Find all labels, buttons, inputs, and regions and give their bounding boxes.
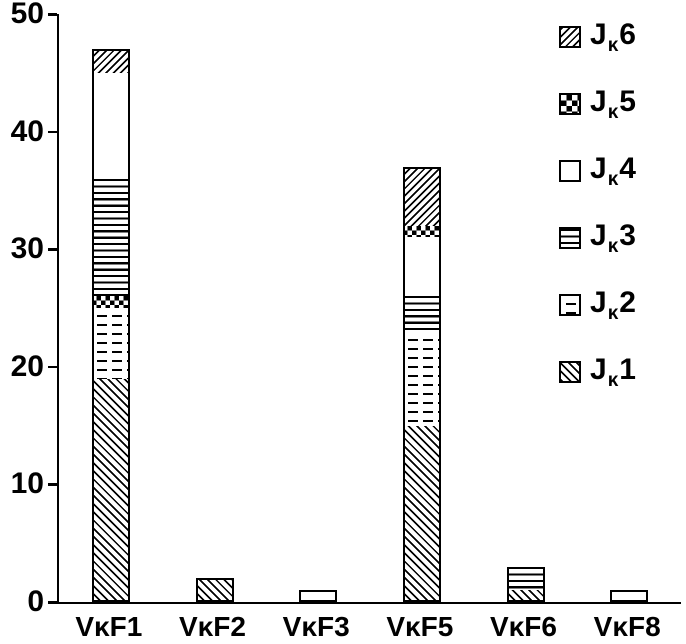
legend-item: Jκ1 <box>559 353 636 392</box>
legend-swatch <box>559 294 581 316</box>
bar <box>402 166 441 602</box>
y-axis-label: 40 <box>10 114 44 148</box>
bar <box>506 566 545 602</box>
bar-segment <box>506 590 545 602</box>
bar <box>91 49 130 602</box>
x-axis-label: VκF3 <box>282 611 350 642</box>
y-tick <box>48 130 57 134</box>
x-axis-label: VκF5 <box>386 611 454 642</box>
x-axis-label: VκF6 <box>490 611 557 642</box>
legend-swatch <box>559 26 581 48</box>
bar-segment <box>91 49 130 73</box>
y-tick <box>48 248 57 251</box>
bar-segment <box>506 566 545 591</box>
bar-segment <box>91 72 130 179</box>
bar-segment <box>195 578 234 602</box>
bar-segment <box>91 178 130 297</box>
bar-segment <box>402 225 441 238</box>
bar-segment <box>402 425 441 602</box>
bar-segment <box>91 378 130 602</box>
bar-segment <box>402 166 441 226</box>
y-axis-label: 0 <box>27 585 44 618</box>
y-axis-label: 30 <box>10 232 44 266</box>
bar-segment <box>402 237 441 297</box>
legend-item-label: Jκ2 <box>590 286 636 325</box>
bar <box>610 590 649 602</box>
legend-swatch <box>559 227 581 249</box>
legend-item: Jκ4 <box>559 152 636 191</box>
legend-item: Jκ6 <box>559 18 636 57</box>
legend-item: Jκ5 <box>559 85 636 124</box>
bar-segment <box>299 590 338 602</box>
legend-item-label: Jκ1 <box>590 353 636 392</box>
legend-item: Jκ2 <box>559 286 636 325</box>
legend-swatch <box>559 160 581 182</box>
legend-item-label: Jκ6 <box>590 18 636 57</box>
bar-segment <box>402 296 441 332</box>
bar <box>195 578 234 602</box>
y-tick <box>48 483 57 486</box>
legend-item: Jκ3 <box>559 219 636 258</box>
plot-area <box>57 14 681 604</box>
y-axis-label: 50 <box>10 0 44 30</box>
y-tick <box>48 365 57 369</box>
y-tick <box>48 601 57 604</box>
bar <box>299 590 338 602</box>
legend-swatch <box>559 361 581 383</box>
y-axis-label: 20 <box>10 349 44 383</box>
x-axis-label: VκF2 <box>179 611 246 642</box>
bar-segment <box>91 296 130 309</box>
bar-segment <box>402 331 441 426</box>
y-axis-label: 10 <box>10 467 44 501</box>
legend-item-label: Jκ3 <box>590 219 636 258</box>
legend-item-label: Jκ4 <box>590 152 636 191</box>
legend: Jκ6 Jκ5 Jκ4 Jκ3 Jκ2 Jκ1 <box>559 18 636 392</box>
x-axis-label: VκF8 <box>593 611 661 642</box>
legend-item-label: Jκ5 <box>590 85 636 124</box>
bar-segment <box>610 590 649 602</box>
bar-segment <box>91 308 130 379</box>
x-axis-label: VκF1 <box>75 611 143 642</box>
y-tick <box>48 13 57 16</box>
legend-swatch <box>559 93 581 115</box>
